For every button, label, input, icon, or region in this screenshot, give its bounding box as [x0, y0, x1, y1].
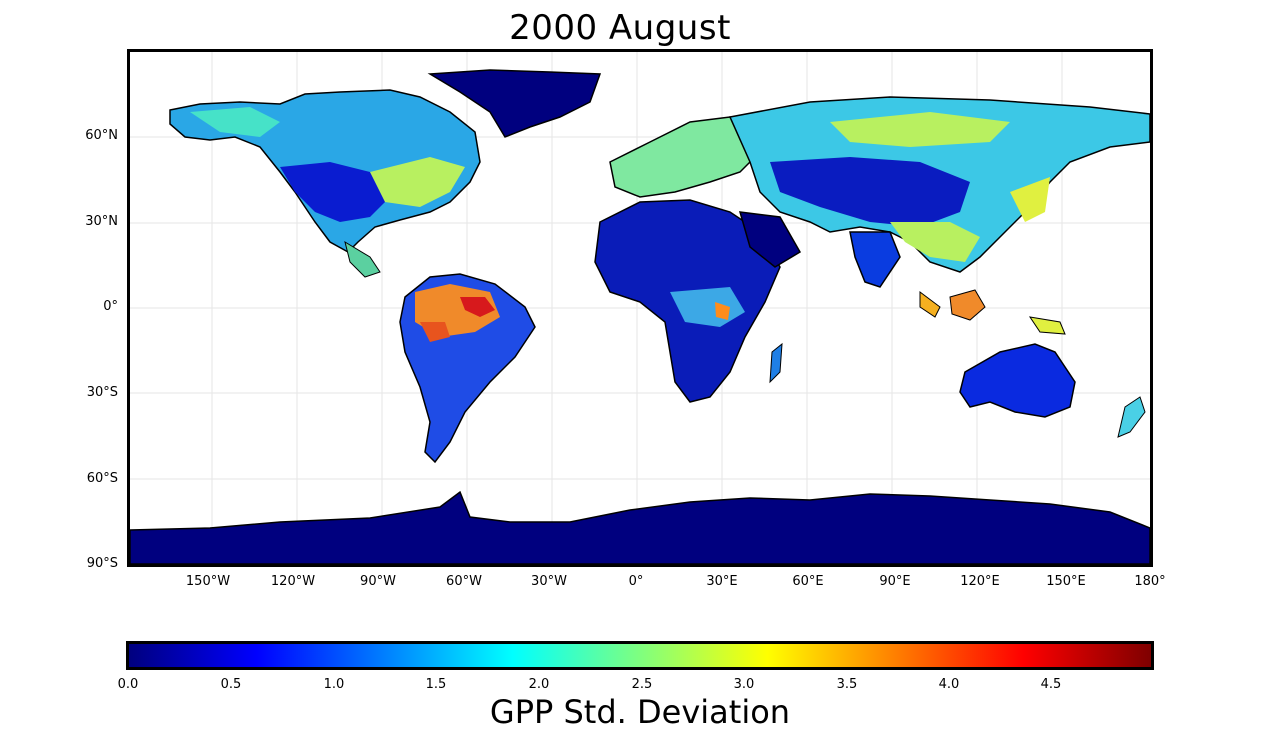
antarctica-landmass — [130, 490, 1150, 564]
world-map — [127, 49, 1153, 567]
lon-tick-90w: 90°W — [360, 574, 396, 589]
lon-tick-180: 180° — [1134, 574, 1166, 589]
lon-tick-150e: 150°E — [1046, 574, 1086, 589]
southeast-asia-islands — [919, 289, 1066, 335]
lon-tick-150w: 150°W — [185, 574, 231, 589]
africa-landmass — [594, 199, 781, 403]
new-zealand — [1117, 396, 1146, 438]
lon-tick-60w: 60°W — [446, 574, 482, 589]
map-svg — [130, 52, 1150, 564]
colorbar-tick: 0.5 — [220, 677, 242, 692]
lon-tick-120e: 120°E — [960, 574, 1000, 589]
colorbar-tick: 3.5 — [836, 677, 858, 692]
north-america-landmass — [169, 89, 481, 278]
colorbar-tick: 4.0 — [938, 677, 960, 692]
lat-tick-60n: 60°N — [85, 128, 118, 143]
madagascar — [769, 342, 783, 384]
colorbar-tick: 1.0 — [323, 677, 345, 692]
india-landmass — [849, 231, 901, 288]
colorbar-tick: 4.5 — [1040, 677, 1062, 692]
lon-tick-60e: 60°E — [792, 574, 824, 589]
lat-tick-60s: 60°S — [86, 471, 118, 486]
lon-tick-30e: 30°E — [706, 574, 738, 589]
asia-landmass — [728, 96, 1150, 273]
lat-tick-30s: 30°S — [86, 385, 118, 400]
arabian-peninsula — [738, 211, 802, 268]
lon-tick-120w: 120°W — [270, 574, 316, 589]
south-america-landmass — [399, 273, 536, 464]
colorbar-tick: 2.0 — [528, 677, 550, 692]
colorbar-tick: 1.5 — [425, 677, 447, 692]
lat-tick-30n: 30°N — [85, 214, 118, 229]
lon-tick-30w: 30°W — [531, 574, 567, 589]
lat-tick-90s: 90°S — [86, 556, 118, 571]
colorbar-tick: 0.0 — [117, 677, 139, 692]
lon-tick-0: 0° — [628, 574, 644, 589]
colorbar-tick: 2.5 — [631, 677, 653, 692]
greenland — [427, 69, 602, 138]
map-title: 2000 August — [509, 8, 731, 48]
colorbar — [126, 641, 1154, 670]
colorbar-tick: 3.0 — [733, 677, 755, 692]
colorbar-label: GPP Std. Deviation — [489, 693, 791, 731]
australia-landmass — [959, 343, 1076, 418]
lon-tick-90e: 90°E — [879, 574, 911, 589]
lat-tick-0: 0° — [103, 299, 118, 314]
